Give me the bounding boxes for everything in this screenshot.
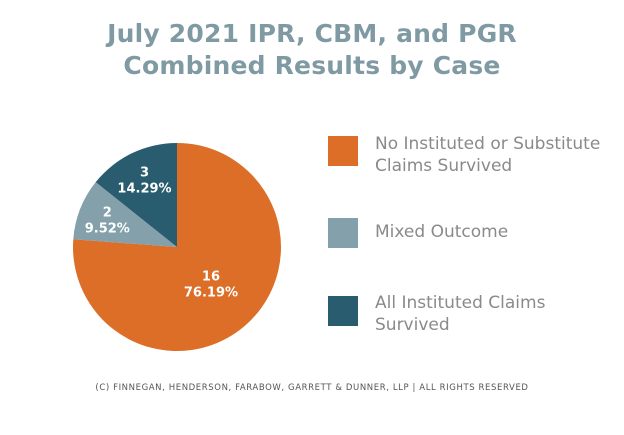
pie-percent-label: 9.52% (85, 222, 130, 237)
chart-title: July 2021 IPR, CBM, and PGR Combined Res… (0, 18, 624, 82)
legend-label-no-claims-survived: No Instituted or Substitute Claims Survi… (375, 133, 615, 177)
legend-swatch-no-claims-survived (328, 136, 358, 166)
legend-label-line1: Mixed Outcome (375, 222, 509, 242)
pie-percent-label: 14.29% (117, 182, 171, 197)
pie-percent-label: 76.19% (184, 286, 238, 301)
chart-title-line2: Combined Results by Case (123, 51, 501, 80)
legend-label-all-claims-survived: All Instituted Claims Survived (375, 292, 615, 336)
legend-swatch-mixed-outcome (328, 218, 358, 248)
pie-slice-mixed-outcome (73, 182, 177, 247)
chart-title-line1: July 2021 IPR, CBM, and PGR (107, 19, 517, 48)
legend-label-line1: No Instituted or Substitute (375, 134, 601, 154)
pie-value-label: 2 (103, 206, 112, 221)
pie-value-label: 16 (202, 270, 220, 285)
pie-value-label: 3 (140, 166, 149, 181)
legend-label-line2: Claims Survived (375, 156, 513, 176)
pie-slice-all-claims-survived (95, 143, 177, 247)
legend-label-line1: All Instituted Claims (375, 293, 546, 313)
legend-label-mixed-outcome: Mixed Outcome (375, 221, 615, 243)
copyright-footer: (C) FINNEGAN, HENDERSON, FARABOW, GARRET… (95, 383, 529, 393)
legend-label-line2: Survived (375, 315, 450, 335)
legend-swatch-all-claims-survived (328, 296, 358, 326)
